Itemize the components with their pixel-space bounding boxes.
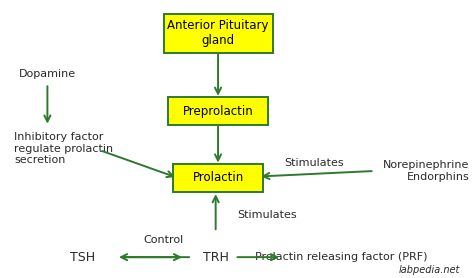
Text: Prolactin releasing factor (PRF): Prolactin releasing factor (PRF) bbox=[255, 252, 428, 262]
Text: Norepinephrine
Endorphins: Norepinephrine Endorphins bbox=[383, 160, 469, 182]
FancyBboxPatch shape bbox=[164, 14, 273, 53]
Text: Control: Control bbox=[144, 235, 183, 245]
Text: Dopamine: Dopamine bbox=[19, 69, 76, 79]
Text: Stimulates: Stimulates bbox=[284, 158, 344, 168]
Text: Anterior Pituitary
gland: Anterior Pituitary gland bbox=[167, 19, 269, 47]
Text: Stimulates: Stimulates bbox=[237, 210, 297, 220]
Text: Prolactin: Prolactin bbox=[192, 172, 244, 184]
Text: TSH: TSH bbox=[70, 251, 96, 264]
FancyBboxPatch shape bbox=[168, 97, 268, 125]
Text: Inhibitory factor
regulate prolactin
secretion: Inhibitory factor regulate prolactin sec… bbox=[14, 132, 113, 165]
Text: TRH: TRH bbox=[203, 251, 228, 264]
Text: Preprolactin: Preprolactin bbox=[182, 105, 254, 118]
Text: labpedia.net: labpedia.net bbox=[399, 265, 460, 275]
FancyBboxPatch shape bbox=[173, 164, 263, 192]
